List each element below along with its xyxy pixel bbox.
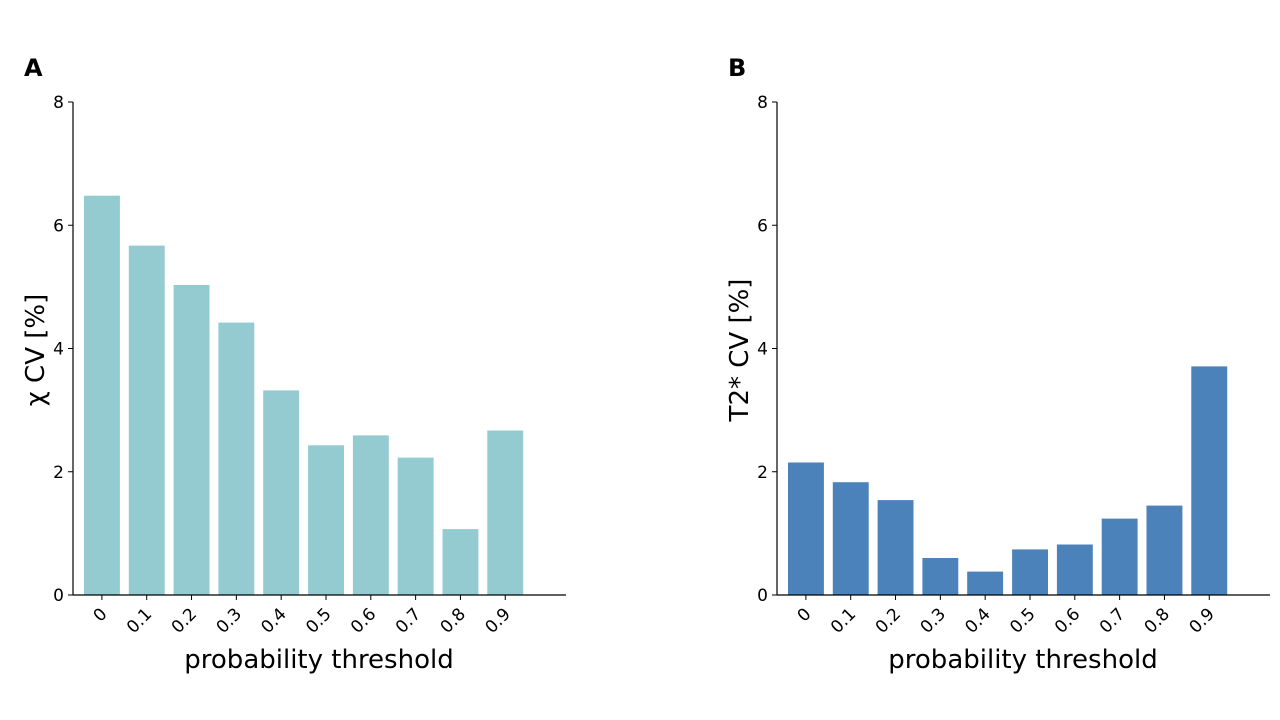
panel-a: A 0 2 4 6 8 0 0.1 0.2 0.3 0.4 0.5 0.6 0.7 0.8 0.9 pro… bbox=[21, 54, 566, 675]
y-tick-label-b-3: 6 bbox=[757, 216, 768, 236]
x-axis-label-a: probability threshold bbox=[184, 645, 453, 675]
x-tick-label-a-0: 0 bbox=[90, 604, 112, 626]
bar-b-9 bbox=[1191, 366, 1228, 595]
panel-label-b: B bbox=[728, 54, 746, 82]
bar-b-4 bbox=[967, 571, 1004, 595]
bars-b bbox=[788, 366, 1228, 595]
x-tick-label-b-2: 0.2 bbox=[872, 604, 905, 637]
x-tick-label-a-8: 0.8 bbox=[437, 604, 470, 637]
x-tick-label-a-2: 0.2 bbox=[168, 604, 201, 637]
bars-a bbox=[84, 195, 524, 595]
x-tick-label-b-1: 0.1 bbox=[827, 604, 860, 637]
y-tick-label-a-0: 0 bbox=[53, 586, 64, 606]
x-tick-label-b-9: 0.9 bbox=[1186, 604, 1219, 637]
y-tick-label-b-1: 2 bbox=[757, 463, 768, 483]
y-tick-label-a-4: 8 bbox=[53, 93, 64, 113]
x-ticks-a: 0 0.1 0.2 0.3 0.4 0.5 0.6 0.7 0.8 0.9 bbox=[90, 595, 515, 638]
bar-b-1 bbox=[832, 482, 869, 595]
y-tick-label-a-2: 4 bbox=[53, 340, 64, 360]
bar-a-8 bbox=[442, 529, 479, 595]
bar-b-8 bbox=[1146, 505, 1183, 595]
x-tick-label-a-1: 0.1 bbox=[123, 604, 156, 637]
panel-label-a: A bbox=[24, 54, 43, 82]
bar-a-1 bbox=[128, 245, 165, 595]
bar-b-5 bbox=[1012, 549, 1048, 595]
bar-a-4 bbox=[263, 390, 300, 595]
x-tick-label-a-6: 0.6 bbox=[347, 604, 380, 637]
x-tick-label-a-5: 0.5 bbox=[302, 604, 335, 637]
y-tick-label-b-2: 4 bbox=[757, 340, 768, 360]
x-tick-label-b-7: 0.7 bbox=[1096, 604, 1129, 637]
bar-a-0 bbox=[84, 195, 120, 595]
x-ticks-b: 0 0.1 0.2 0.3 0.4 0.5 0.6 0.7 0.8 0.9 bbox=[794, 595, 1219, 638]
x-tick-label-a-3: 0.3 bbox=[213, 604, 246, 637]
bar-a-2 bbox=[173, 285, 210, 595]
bar-a-6 bbox=[352, 435, 389, 595]
bar-b-6 bbox=[1056, 544, 1093, 595]
bar-a-7 bbox=[397, 457, 434, 595]
x-tick-label-a-4: 0.4 bbox=[257, 604, 290, 637]
y-tick-label-b-4: 8 bbox=[757, 93, 768, 113]
x-tick-label-b-0: 0 bbox=[794, 604, 816, 626]
x-tick-label-b-3: 0.3 bbox=[917, 604, 950, 637]
y-tick-label-a-3: 6 bbox=[53, 216, 64, 236]
x-tick-label-b-4: 0.4 bbox=[961, 604, 994, 637]
y-axis-label-a: χ CV [%] bbox=[21, 294, 51, 406]
x-tick-label-b-8: 0.8 bbox=[1141, 604, 1174, 637]
x-tick-label-a-7: 0.7 bbox=[392, 604, 425, 637]
bar-b-0 bbox=[788, 462, 824, 595]
x-tick-label-b-5: 0.5 bbox=[1006, 604, 1039, 637]
y-tick-label-a-1: 2 bbox=[53, 463, 64, 483]
bar-b-7 bbox=[1101, 518, 1138, 595]
bar-b-2 bbox=[877, 500, 914, 595]
y-tick-label-b-0: 0 bbox=[757, 586, 768, 606]
y-ticks-a: 0 2 4 6 8 bbox=[53, 93, 73, 606]
x-axis-label-b: probability threshold bbox=[888, 645, 1157, 675]
y-ticks-b: 0 2 4 6 8 bbox=[757, 93, 777, 606]
bar-b-3 bbox=[922, 558, 959, 595]
bar-a-9 bbox=[487, 430, 524, 595]
panel-b: B 0 2 4 6 8 0 0.1 0.2 0.3 0.4 0.5 0.6 0.7 0.8 0.9 pro… bbox=[725, 54, 1270, 675]
bar-a-3 bbox=[218, 322, 255, 595]
bar-a-5 bbox=[308, 445, 344, 595]
x-tick-label-b-6: 0.6 bbox=[1051, 604, 1084, 637]
x-tick-label-a-9: 0.9 bbox=[482, 604, 515, 637]
y-axis-label-b: T2* CV [%] bbox=[725, 279, 755, 423]
